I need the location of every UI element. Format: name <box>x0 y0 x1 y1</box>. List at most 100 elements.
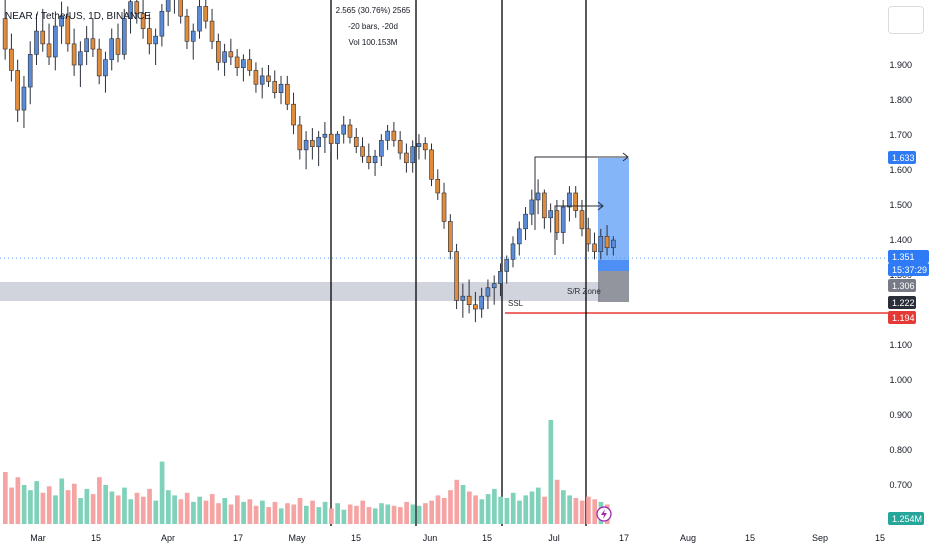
volume-bar <box>579 500 585 524</box>
candle <box>303 131 309 170</box>
candle <box>491 275 497 305</box>
candle <box>253 62 259 93</box>
candle <box>115 23 121 63</box>
x-tick-label: 15 <box>875 533 885 543</box>
y-tick-label: 1.800 <box>889 95 912 105</box>
volume-bar <box>46 486 52 524</box>
volume-bar <box>454 479 460 524</box>
stop-zone[interactable] <box>598 271 629 302</box>
price-tag: 1.351 <box>888 250 929 263</box>
x-tick-label: 17 <box>233 533 243 543</box>
y-tick-label: 1.000 <box>889 375 912 385</box>
volume-bar <box>366 507 372 524</box>
volume-bar <box>59 478 65 524</box>
candle-body <box>579 210 585 230</box>
candle-body <box>241 59 246 69</box>
y-tick-label: 1.500 <box>889 200 912 210</box>
candle-body <box>404 152 409 164</box>
candle-body <box>598 236 604 252</box>
target-arrow-lower[interactable] <box>554 205 603 255</box>
candle-body <box>52 25 58 58</box>
candle <box>435 169 441 200</box>
candle-body <box>485 287 491 297</box>
price-tag-bg <box>888 512 924 525</box>
ssl-label: SSL <box>508 299 524 308</box>
target-arrow-upper[interactable] <box>534 156 628 230</box>
candle <box>611 236 616 256</box>
candle-body <box>21 86 27 111</box>
price-tag-label: 1.351 <box>892 252 915 262</box>
candle-body <box>498 271 503 284</box>
candle <box>34 13 39 65</box>
volume-bar <box>140 496 146 524</box>
candles <box>2 0 616 323</box>
candle <box>479 287 484 318</box>
candle-body <box>397 140 403 154</box>
candle <box>385 125 390 150</box>
candle-body <box>40 30 46 45</box>
price-tag: 1.254M <box>888 512 924 525</box>
volume-bar <box>429 500 435 524</box>
volume-bar <box>128 499 134 524</box>
candle <box>134 0 140 24</box>
candle <box>109 28 115 71</box>
candle-body <box>460 295 466 301</box>
candle-body <box>278 83 284 93</box>
price-tag-label: 1.306 <box>892 281 915 291</box>
candle-body <box>391 130 397 141</box>
candle <box>416 134 422 160</box>
candle-body <box>259 75 265 85</box>
time-axis[interactable]: Mar 15 Apr 17 May 15 Jun 15 Jul 17 Aug 15 Sep 15 <box>30 533 885 543</box>
volume-bar <box>586 496 591 524</box>
candle <box>140 0 146 39</box>
vertical-lines[interactable] <box>330 0 587 526</box>
arrow-drawings[interactable] <box>534 152 629 255</box>
candle <box>322 121 328 154</box>
y-tick-label: 0.900 <box>889 410 912 420</box>
x-tick-label: Aug <box>680 533 696 543</box>
volume-bar <box>347 504 353 524</box>
volume-bar <box>191 501 196 524</box>
candle-body <box>454 251 459 301</box>
volume-bar <box>153 500 159 524</box>
sr-zone-band <box>0 282 600 301</box>
volume-bar <box>53 495 58 524</box>
settings-button[interactable] <box>888 6 924 34</box>
price-tag-bg <box>888 296 916 309</box>
volume-bar <box>97 477 102 524</box>
candle-body <box>253 70 259 85</box>
y-tick-label: 1.400 <box>889 235 912 245</box>
volume-bar <box>310 500 315 524</box>
volume-bar <box>178 499 184 524</box>
candle-body <box>441 192 447 222</box>
candle-body <box>228 51 234 58</box>
candle <box>592 232 597 260</box>
volume-bar <box>34 481 40 524</box>
candle-body <box>310 140 315 147</box>
candle <box>266 65 271 88</box>
candle-body <box>128 1 133 19</box>
candle <box>228 38 234 65</box>
candle <box>422 137 428 160</box>
volume-bar <box>410 504 416 524</box>
y-tick-label: 1.900 <box>889 60 912 70</box>
candle <box>360 137 365 163</box>
candle <box>27 41 33 105</box>
volume-bar <box>473 495 478 524</box>
volume-bar <box>278 508 284 524</box>
candle-body <box>291 103 296 126</box>
price-tag-label: 15:37:29 <box>892 265 927 275</box>
candle <box>516 221 522 256</box>
x-tick-label: Sep <box>812 533 828 543</box>
candle <box>448 214 453 260</box>
entry-zone[interactable] <box>598 260 629 271</box>
candle <box>2 0 8 60</box>
candle <box>65 6 71 52</box>
candle-body <box>316 136 321 147</box>
candle <box>404 143 409 173</box>
sr-zone-layer <box>0 282 600 301</box>
candle-body <box>103 59 108 77</box>
long-position-tool[interactable] <box>598 158 629 302</box>
